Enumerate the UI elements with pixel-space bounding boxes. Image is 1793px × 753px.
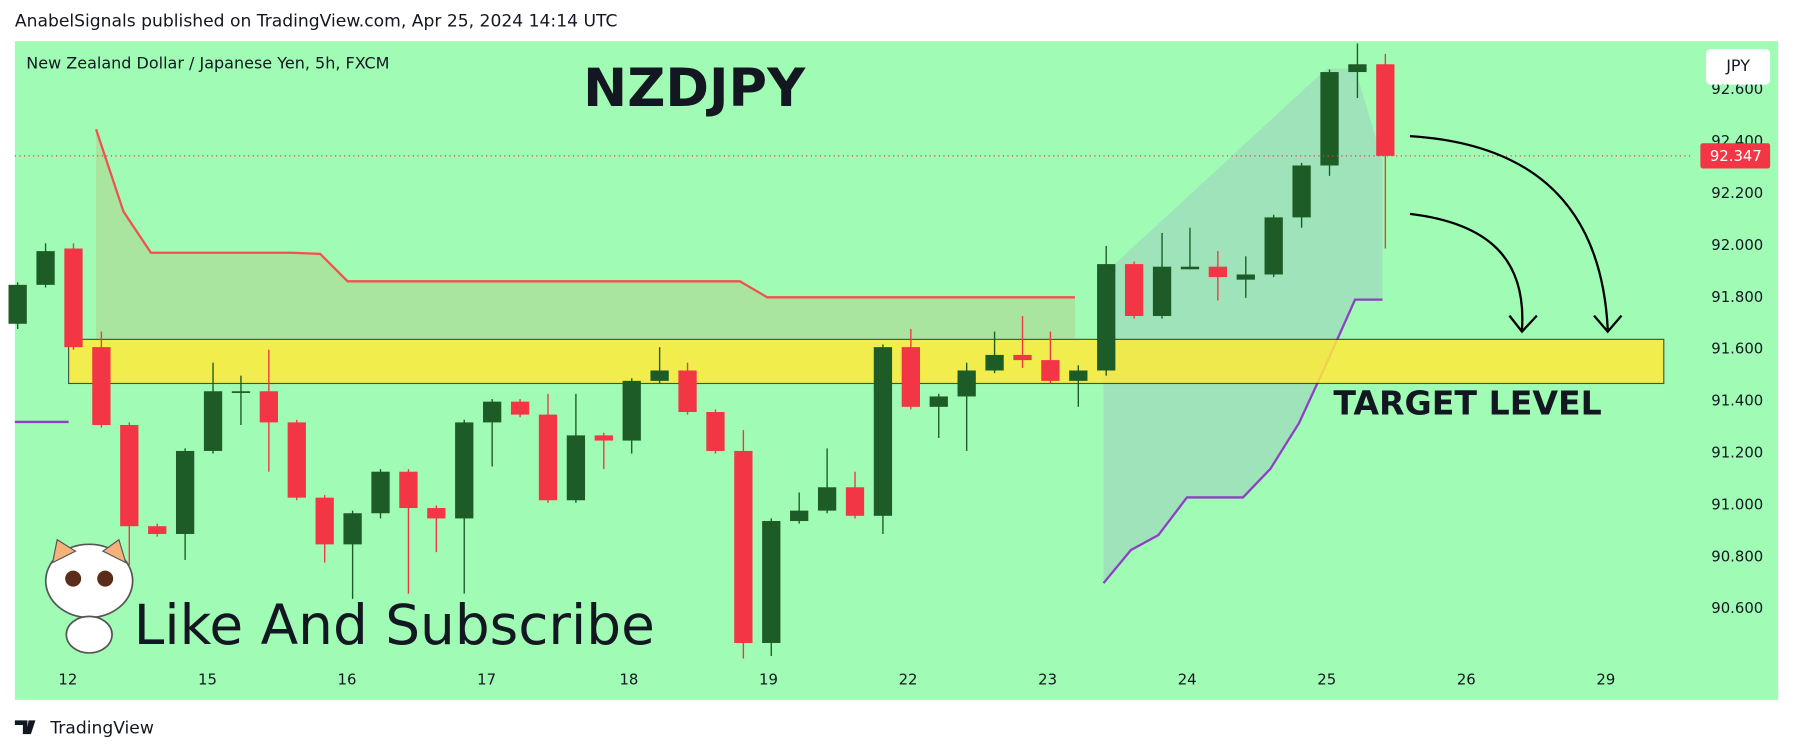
candle-body xyxy=(1320,72,1339,166)
y-tick-label: 92.000 xyxy=(1711,236,1763,254)
candle-body xyxy=(1152,266,1172,316)
candle-body xyxy=(455,422,474,519)
promo-text: Like And Subscribe xyxy=(134,593,655,657)
x-tick-label: 15 xyxy=(198,670,217,688)
y-tick-label: 92.200 xyxy=(1711,184,1763,202)
cat-icon xyxy=(44,538,134,654)
y-tick-label: 91.200 xyxy=(1711,444,1763,462)
candle-body xyxy=(203,391,223,451)
footer-logo xyxy=(14,720,36,735)
candle-body xyxy=(762,521,781,643)
x-tick-label: 24 xyxy=(1178,670,1197,688)
indicator-line xyxy=(14,298,1383,584)
candle-body xyxy=(734,450,753,643)
target-label: TARGET LEVEL xyxy=(1333,383,1601,422)
x-tick-label: 19 xyxy=(759,670,778,688)
x-tick-label: 17 xyxy=(477,670,496,688)
instrument-subtitle: New Zealand Dollar / Japanese Yen, 5h, F… xyxy=(26,54,389,73)
y-tick-label: 91.600 xyxy=(1711,340,1763,358)
y-tick-label: 91.000 xyxy=(1711,495,1763,513)
candle-body xyxy=(1124,264,1144,316)
candle-body xyxy=(706,412,725,451)
candle-body xyxy=(594,435,613,441)
candle-body xyxy=(1348,64,1367,73)
arrow xyxy=(1409,212,1538,334)
indicator-fill xyxy=(96,129,1075,339)
candle-body xyxy=(64,248,83,348)
axis-layer: 90.600 90.800 91.000 91.200 91.400 91.600 91.8… xyxy=(14,80,1771,688)
candle-body xyxy=(1097,264,1116,371)
x-tick-label: 22 xyxy=(899,670,918,688)
candle-body xyxy=(1292,165,1311,218)
candle-body xyxy=(1041,360,1060,381)
candle-body xyxy=(817,487,837,511)
candle-body xyxy=(678,370,697,413)
candle-body xyxy=(315,497,334,545)
y-tick-label: 90.800 xyxy=(1711,547,1763,565)
candle-body xyxy=(510,401,530,415)
candle-body xyxy=(427,508,446,519)
y-tick-label: 91.800 xyxy=(1711,288,1763,306)
x-tick-label: 29 xyxy=(1596,670,1615,688)
candle-body xyxy=(929,396,948,407)
x-tick-label: 25 xyxy=(1317,670,1336,688)
candle-body xyxy=(287,422,306,498)
last-price-label: 92.347 xyxy=(1710,147,1762,165)
candle-body xyxy=(1376,64,1395,156)
candle-body xyxy=(148,526,167,534)
candle-body xyxy=(985,354,1004,371)
footer-brand: TradingView xyxy=(49,718,154,738)
candle-body xyxy=(259,391,279,423)
y-tick-label: 90.600 xyxy=(1711,599,1763,617)
candle-body xyxy=(1264,217,1283,275)
x-tick-label: 18 xyxy=(619,670,638,688)
currency-box xyxy=(1706,49,1771,85)
candle-body xyxy=(120,424,139,527)
candle-layer xyxy=(8,43,1395,659)
chart-title: NZDJPY xyxy=(583,58,806,119)
candle-body xyxy=(566,435,586,501)
indicator-layer xyxy=(14,68,1383,584)
candle-body xyxy=(901,347,920,407)
currency-label: JPY xyxy=(1725,56,1750,75)
arrow xyxy=(1409,134,1623,334)
candle-body xyxy=(399,471,418,509)
x-tick-label: 16 xyxy=(338,670,357,688)
last-price-tag xyxy=(1700,143,1771,169)
x-tick-label: 23 xyxy=(1038,670,1057,688)
candle-body xyxy=(36,251,55,285)
candle-body xyxy=(845,487,865,516)
candle-body xyxy=(1180,266,1200,270)
indicator-fill xyxy=(1103,68,1383,584)
candle-body xyxy=(371,471,390,514)
target-zone xyxy=(68,338,1665,385)
candle-body xyxy=(790,510,809,522)
candle-body xyxy=(650,370,669,381)
candle-body xyxy=(8,284,27,324)
candle-body xyxy=(483,401,502,423)
candle-body xyxy=(92,347,111,425)
y-tick-label: 92.600 xyxy=(1711,80,1763,98)
indicator-line xyxy=(94,128,1075,299)
y-tick-label: 91.400 xyxy=(1711,392,1763,410)
candle-body xyxy=(957,370,976,397)
candle-body xyxy=(1208,266,1228,278)
candle-body xyxy=(1069,370,1088,381)
candle-body xyxy=(175,450,195,534)
candle-body xyxy=(622,380,641,441)
candle-body xyxy=(873,347,893,516)
candle-body xyxy=(1236,274,1255,280)
publisher-header: AnabelSignals published on TradingView.c… xyxy=(15,12,618,32)
x-tick-label: 26 xyxy=(1457,670,1476,688)
zone-layer xyxy=(68,338,1665,385)
x-tick-label: 12 xyxy=(58,670,77,688)
candle-body xyxy=(343,513,362,545)
candle-body xyxy=(1013,354,1032,361)
candle-body xyxy=(231,391,251,393)
candle-body xyxy=(538,414,558,501)
